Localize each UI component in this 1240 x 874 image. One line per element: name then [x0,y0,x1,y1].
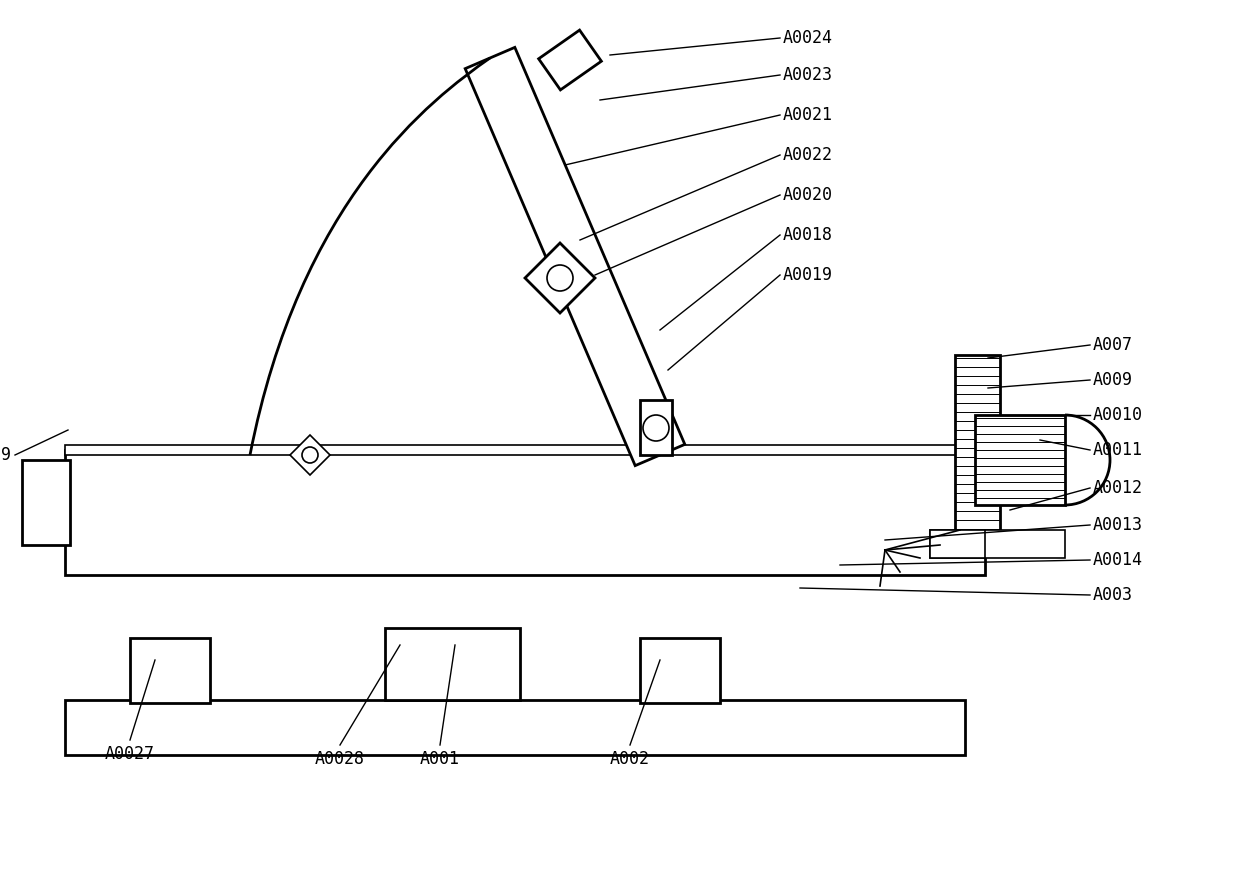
Circle shape [303,447,317,463]
Text: A0023: A0023 [782,66,833,84]
Circle shape [644,415,670,441]
Text: A0013: A0013 [1092,516,1143,534]
Text: A0019: A0019 [782,266,833,284]
Bar [130,638,210,703]
Text: A007: A007 [1092,336,1133,354]
Bar [955,355,999,535]
Text: A0014: A0014 [1092,551,1143,569]
Bar [22,460,69,545]
Text: A0018: A0018 [782,226,833,244]
Text: A0028: A0028 [315,750,365,768]
Text: A009: A009 [1092,371,1133,389]
Polygon shape [290,435,330,475]
Bar [640,638,720,703]
Bar [975,415,1065,505]
Bar [64,700,965,755]
Text: A0029: A0029 [0,446,12,464]
Bar [64,445,985,455]
Polygon shape [538,30,601,90]
Text: A0011: A0011 [1092,441,1143,459]
Bar [930,530,985,558]
Text: A0012: A0012 [1092,479,1143,497]
Text: A001: A001 [420,750,460,768]
Circle shape [547,265,573,291]
Polygon shape [525,243,595,313]
Text: A003: A003 [1092,586,1133,604]
Text: A0024: A0024 [782,29,833,47]
Bar [930,530,1065,558]
Bar [640,400,672,455]
Text: A0021: A0021 [782,106,833,124]
Bar [384,628,520,700]
Text: A0020: A0020 [782,186,833,204]
Bar [64,450,985,575]
Polygon shape [465,47,684,466]
Text: A002: A002 [610,750,650,768]
Text: A0027: A0027 [105,745,155,763]
Text: A0010: A0010 [1092,406,1143,424]
Text: A0022: A0022 [782,146,833,164]
